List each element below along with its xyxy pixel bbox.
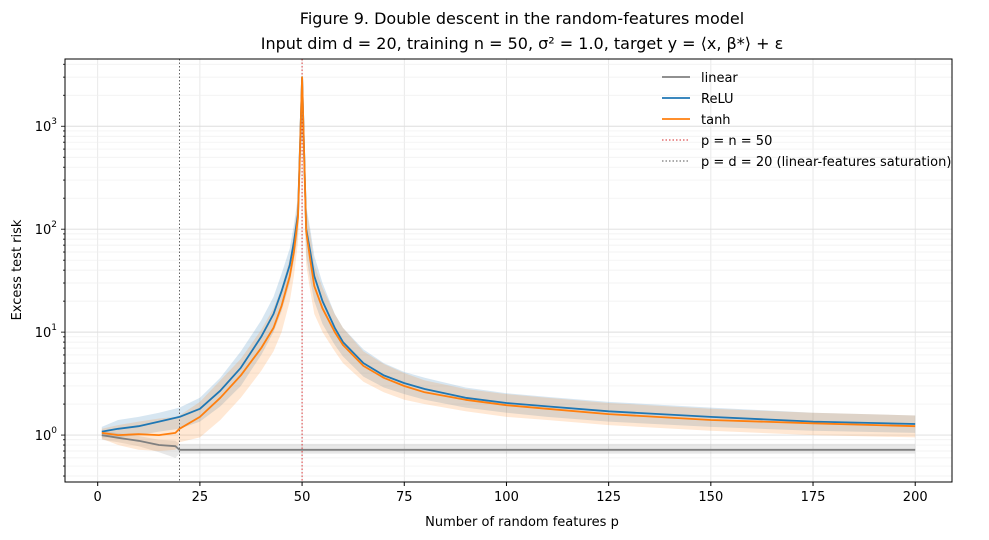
x-tick-label: 125	[596, 490, 621, 505]
y-axis-label: Excess test risk	[10, 219, 25, 320]
y-tick-label: 100	[35, 426, 58, 444]
legend-label: p = n = 50	[701, 134, 772, 149]
y-tick-label: 101	[35, 323, 57, 341]
band-linear	[101, 430, 916, 458]
x-axis-label: Number of random features p	[425, 515, 619, 530]
line-linear	[101, 434, 916, 451]
line-tanh	[101, 76, 916, 436]
chart-title-line-2: Input dim d = 20, training n = 50, σ² = …	[261, 34, 783, 53]
x-tick-label: 200	[903, 490, 928, 505]
legend-label: ReLU	[701, 92, 734, 107]
x-tick-label: 175	[801, 490, 826, 505]
legend-label: linear	[701, 71, 738, 86]
y-tick-label: 103	[35, 117, 57, 135]
axis-ticks: 0 25 50 75 100 125 150 175 200 100 101 102 103	[35, 63, 928, 505]
x-tick-label: 50	[294, 490, 311, 505]
y-tick-label: 102	[35, 220, 57, 238]
confidence-bands	[101, 75, 916, 458]
x-tick-label: 0	[94, 490, 102, 505]
chart-title-line-1: Figure 9. Double descent in the random-f…	[300, 9, 744, 28]
x-tick-label: 75	[396, 490, 413, 505]
grid	[65, 59, 952, 482]
band-tanh	[101, 75, 916, 451]
x-tick-label: 150	[698, 490, 723, 505]
legend-label: tanh	[701, 113, 731, 128]
x-tick-label: 100	[494, 490, 519, 505]
reference-lines	[179, 59, 303, 482]
legend-label: p = d = 20 (linear-features saturation)	[701, 155, 951, 170]
legend: linear ReLU tanh p = n = 50 p = d = 20 (line…	[662, 71, 951, 170]
series-lines	[101, 76, 916, 451]
x-tick-label: 25	[192, 490, 209, 505]
